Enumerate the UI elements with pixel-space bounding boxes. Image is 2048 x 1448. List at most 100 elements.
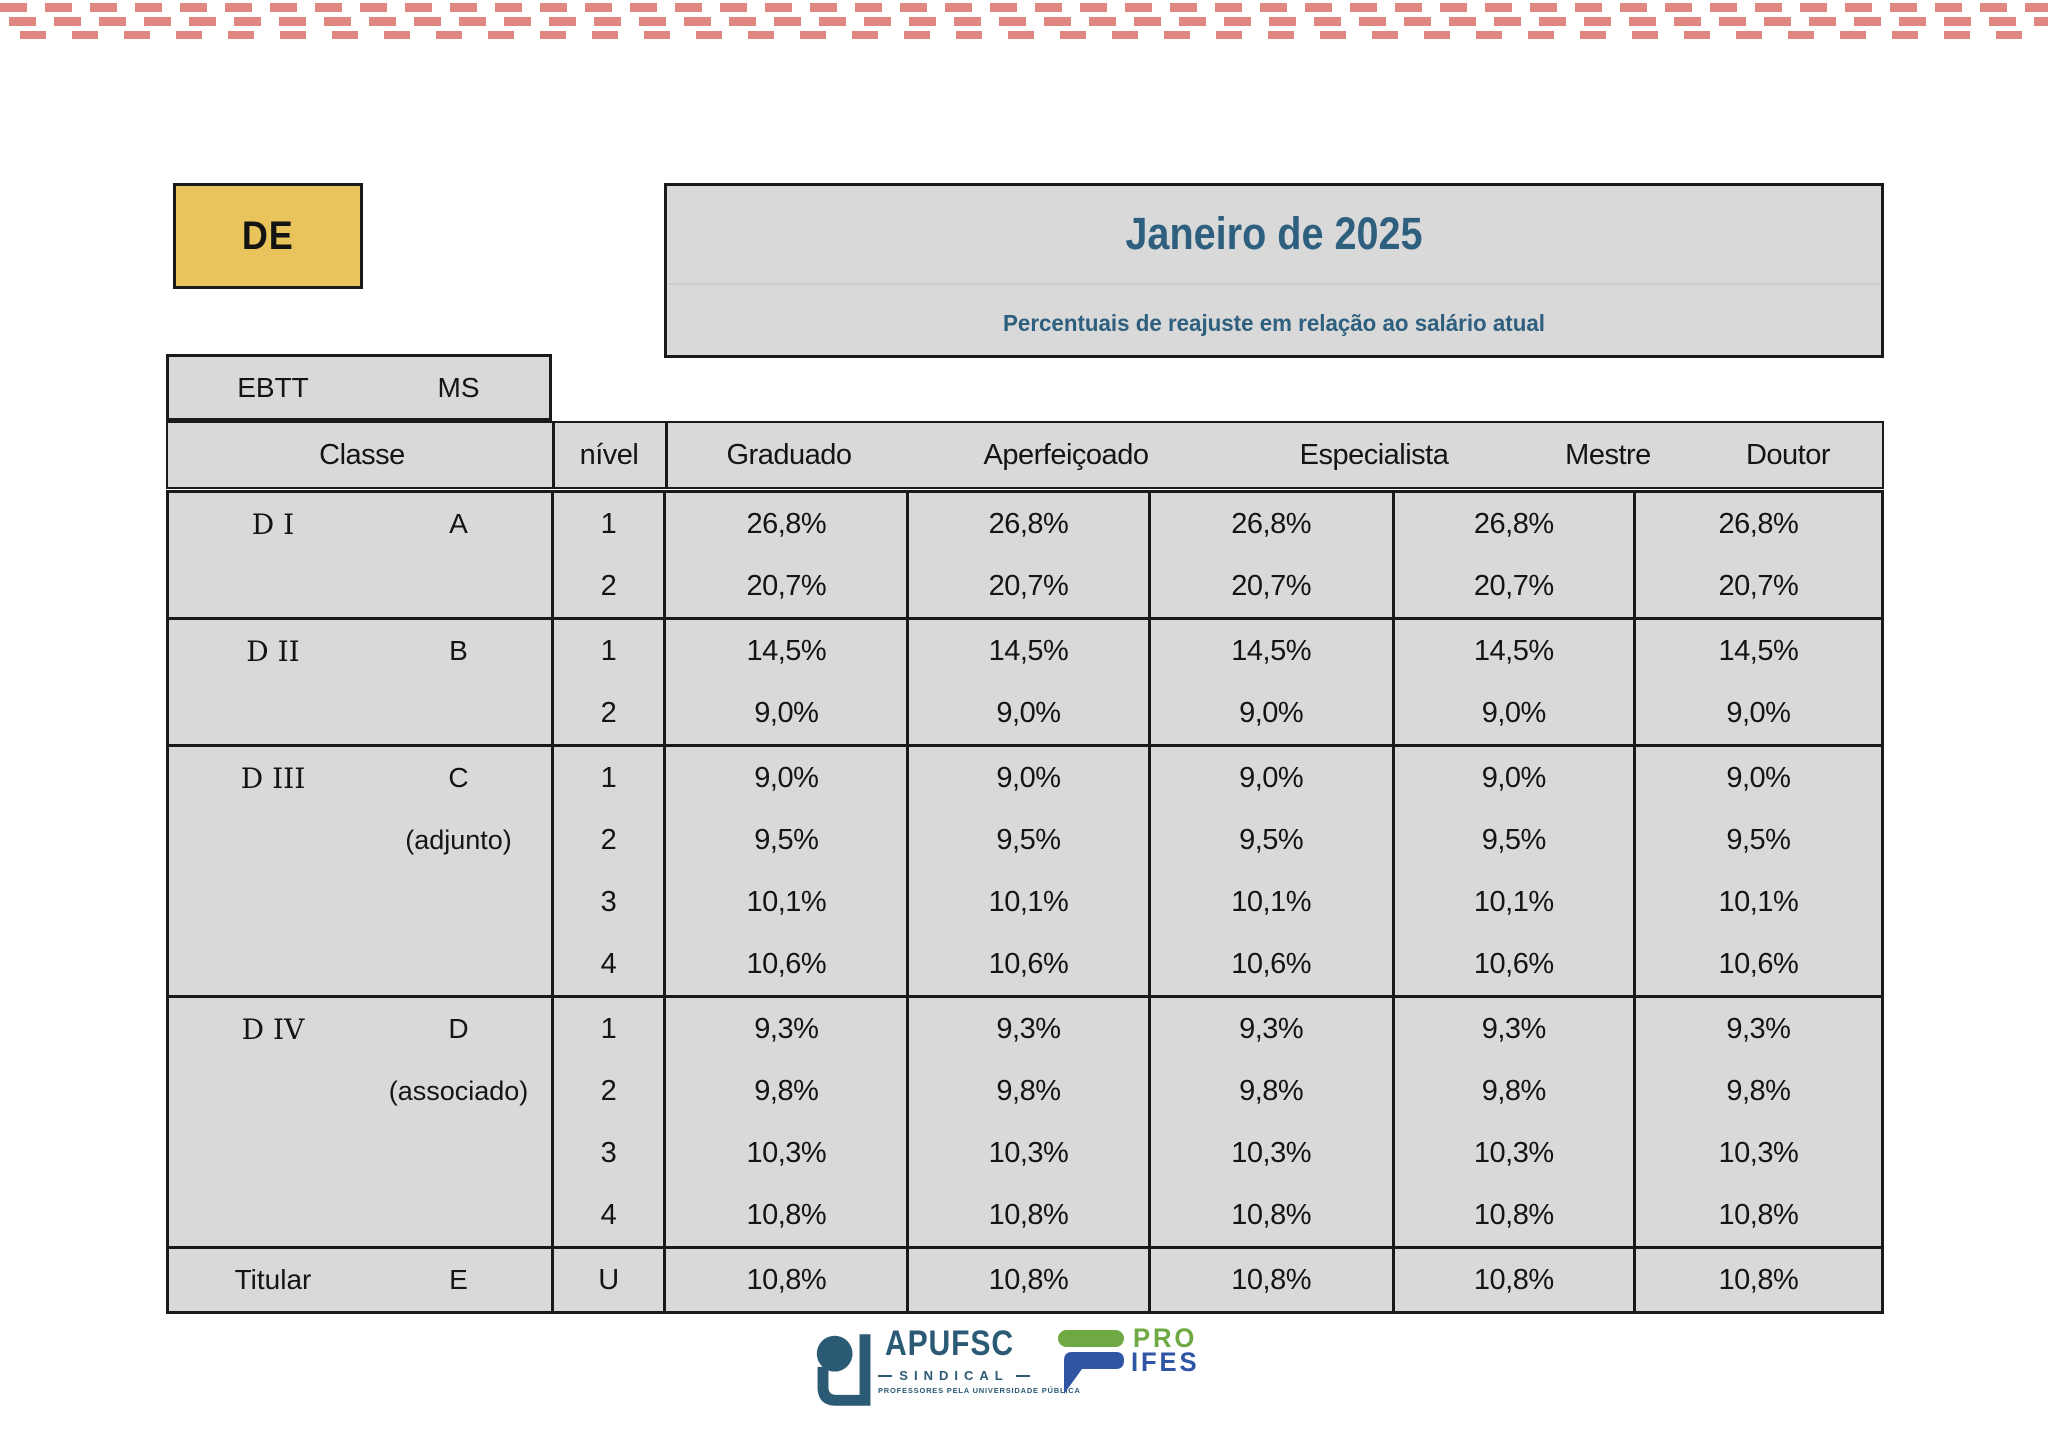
nivel-cell: 1 2 3 4	[554, 998, 667, 1246]
career-corner-box: EBTT MS	[166, 354, 552, 421]
value-col-aperfeicoado: 26,8% 20,7%	[909, 493, 1151, 617]
classe-name: Titular	[234, 1264, 312, 1295]
percent-value: 10,8%	[746, 1198, 827, 1231]
value-col-doutor: 10,8%	[1636, 1249, 1881, 1311]
percent-value: 9,3%	[1481, 1012, 1547, 1045]
nivel-value: 1	[600, 507, 617, 540]
value-col-doutor: 14,5% 9,0%	[1636, 620, 1881, 744]
percent-value: 9,0%	[996, 761, 1061, 794]
nivel-value: 2	[600, 696, 617, 729]
percent-value: 10,1%	[1473, 885, 1554, 918]
header-mestre: Mestre	[1565, 438, 1651, 471]
classe-cell: D III C (adjunto)	[169, 747, 554, 995]
percent-value: 9,0%	[754, 761, 819, 794]
nivel-cell: U	[554, 1249, 667, 1311]
header-doutor: Doutor	[1745, 438, 1831, 471]
apufsc-wordmark: APUFSC	[885, 1324, 1014, 1363]
stitch-border	[0, 0, 2048, 48]
regime-badge: DE	[173, 183, 363, 289]
percent-value: 9,3%	[996, 1012, 1061, 1045]
percent-value: 20,7%	[1231, 569, 1311, 602]
percent-value: 9,0%	[1239, 696, 1304, 729]
percent-value: 10,1%	[1718, 885, 1799, 918]
percent-value: 9,5%	[1481, 823, 1547, 856]
classe-name: D II	[246, 634, 300, 668]
percent-value: 10,6%	[1473, 947, 1554, 980]
page-subtitle: Percentuais de reajuste em relação ao sa…	[1003, 310, 1545, 336]
nivel-value: 3	[600, 885, 617, 918]
percent-value: 26,8%	[988, 507, 1069, 540]
value-col-doutor: 26,8% 20,7%	[1636, 493, 1881, 617]
percent-value: 9,3%	[1239, 1012, 1304, 1045]
value-col-mestre: 9,0% 9,5% 10,1% 10,6%	[1395, 747, 1636, 995]
percent-value: 26,8%	[1231, 507, 1311, 540]
proifes-green-bar	[1058, 1329, 1124, 1347]
header-especialista: Especialista	[1299, 438, 1449, 471]
percent-value: 26,8%	[1718, 507, 1799, 540]
apufsc-subline: PROFESSORES PELA UNIVERSIDADE PÚBLICA	[878, 1386, 1081, 1395]
regime-badge-label: DE	[242, 213, 294, 258]
percent-value: 9,8%	[1481, 1074, 1547, 1107]
value-col-aperfeicoado: 10,8%	[909, 1249, 1151, 1311]
proifes-pro-text: PRO	[1133, 1322, 1198, 1353]
nivel-cell: 1 2 3 4	[554, 747, 667, 995]
value-col-especialista: 26,8% 20,7%	[1151, 493, 1395, 617]
percent-value: 9,5%	[754, 823, 819, 856]
percent-value: 20,7%	[746, 569, 827, 602]
percent-value: 9,0%	[1481, 696, 1547, 729]
percent-value: 10,3%	[1718, 1136, 1799, 1169]
header-vline	[552, 423, 555, 487]
percent-value: 10,3%	[1231, 1136, 1311, 1169]
percent-value: 9,0%	[1239, 761, 1304, 794]
percent-value: 10,3%	[746, 1136, 827, 1169]
nivel-value: U	[598, 1263, 619, 1296]
value-col-graduado: 26,8% 20,7%	[666, 493, 910, 617]
value-col-aperfeicoado: 9,3% 9,8% 10,3% 10,8%	[909, 998, 1151, 1246]
percent-value: 10,6%	[1718, 947, 1799, 980]
value-col-mestre: 10,8%	[1395, 1249, 1636, 1311]
proifes-ifes-text: IFES	[1131, 1347, 1200, 1377]
value-col-doutor: 9,3% 9,8% 10,3% 10,8%	[1636, 998, 1881, 1246]
value-col-graduado: 9,3% 9,8% 10,3% 10,8%	[666, 998, 910, 1246]
percent-value: 9,0%	[1726, 696, 1791, 729]
percent-value: 10,8%	[1231, 1263, 1311, 1296]
classe-name: D I	[251, 507, 295, 541]
percent-value: 9,3%	[754, 1012, 819, 1045]
table-row-group-titular: Titular E U 10,8% 10,8% 10,8% 10,8% 10,8…	[169, 1246, 1881, 1311]
classe-name: D IV	[241, 1012, 305, 1046]
nivel-value: 2	[600, 1074, 617, 1107]
percent-value: 9,5%	[1726, 823, 1791, 856]
classe-letter: A	[449, 508, 468, 539]
table-row-group-d4: D IV D (associado) 1 2 3 4 9,3% 9,8% 10,…	[169, 995, 1881, 1246]
percent-value: 14,5%	[988, 634, 1069, 667]
header-nivel: nível	[579, 438, 639, 471]
classe-letter: E	[449, 1264, 468, 1295]
percent-value: 20,7%	[1473, 569, 1554, 602]
percent-value: 14,5%	[1231, 634, 1311, 667]
percent-value: 20,7%	[988, 569, 1069, 602]
percent-value: 9,0%	[996, 696, 1061, 729]
table-row-group-d1: D I A 1 2 26,8% 20,7% 26,8% 20,7% 26,8% …	[169, 493, 1881, 617]
nivel-value: 2	[600, 823, 617, 856]
percent-value: 10,1%	[1231, 885, 1311, 918]
classe-cell: D IV D (associado)	[169, 998, 554, 1246]
value-col-especialista: 10,8%	[1151, 1249, 1395, 1311]
classe-letter: B	[449, 635, 468, 666]
title-box: Janeiro de 2025 Percentuais de reajuste …	[664, 183, 1884, 358]
nivel-value: 4	[600, 947, 617, 980]
apufsc-logo: APUFSC SINDICAL PROFESSORES PELA UNIVERS…	[816, 1324, 1116, 1415]
proifes-bottom-row: IFES	[1058, 1347, 1268, 1398]
table-row-group-d2: D II B 1 2 14,5% 9,0% 14,5% 9,0% 14,5% 9…	[169, 617, 1881, 744]
tagline-dash	[1015, 1374, 1030, 1377]
percent-value: 9,8%	[996, 1074, 1061, 1107]
tagline-dash	[878, 1374, 893, 1377]
nivel-value: 1	[600, 634, 617, 667]
percent-value: 9,0%	[1481, 761, 1547, 794]
header-graduado: Graduado	[726, 438, 853, 471]
value-col-graduado: 10,8%	[666, 1249, 910, 1311]
percent-value: 9,8%	[1726, 1074, 1791, 1107]
classe-name: D III	[240, 761, 306, 795]
table-row-group-d3: D III C (adjunto) 1 2 3 4 9,0% 9,5% 10,1…	[169, 744, 1881, 995]
percent-value: 10,8%	[1231, 1198, 1311, 1231]
apufsc-logo-icon	[816, 1334, 871, 1406]
